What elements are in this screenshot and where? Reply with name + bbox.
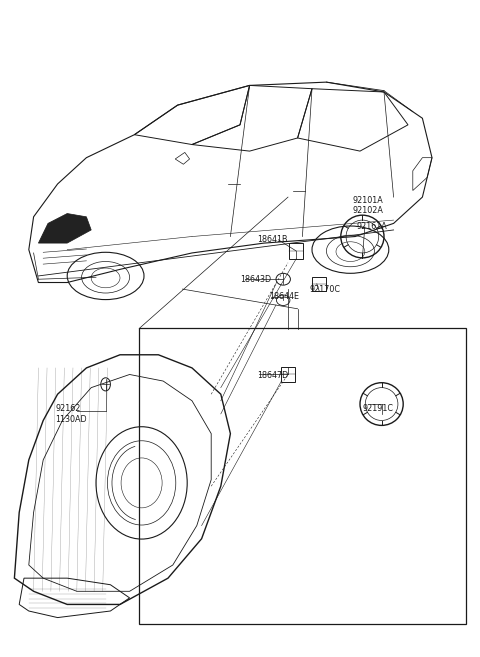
- Text: 92191C: 92191C: [362, 404, 394, 413]
- Text: 92170C: 92170C: [310, 284, 341, 294]
- Text: 92162: 92162: [55, 404, 81, 413]
- Text: 92102A: 92102A: [353, 206, 384, 215]
- Bar: [139, 328, 466, 624]
- Bar: [289, 243, 303, 259]
- Bar: [281, 367, 295, 382]
- Polygon shape: [38, 214, 91, 243]
- Text: 92101A: 92101A: [353, 196, 384, 205]
- Text: 92161A: 92161A: [356, 222, 387, 231]
- Text: 18641B: 18641B: [257, 235, 288, 244]
- Text: 18647D: 18647D: [257, 371, 288, 380]
- Bar: [312, 277, 326, 291]
- Text: 18644E: 18644E: [269, 292, 299, 302]
- Text: 18643D: 18643D: [240, 275, 271, 284]
- Text: 1130AD: 1130AD: [55, 415, 87, 424]
